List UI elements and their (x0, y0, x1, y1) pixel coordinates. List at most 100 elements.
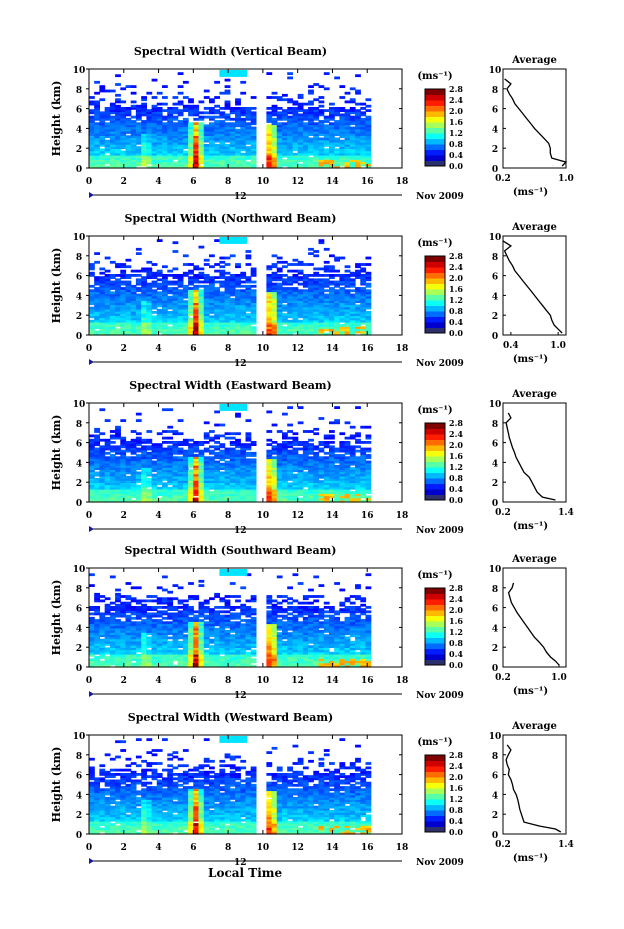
profile-title: Average (511, 721, 557, 732)
x-tick-label: 10 (257, 177, 270, 187)
profile-x-tick-label: 0.2 (495, 840, 511, 850)
x-tick-label: 0 (86, 511, 92, 521)
profile-line (505, 412, 556, 501)
x-tick-label: 14 (326, 511, 339, 521)
x-tick-label: 14 (326, 843, 339, 853)
plot-frame (88, 235, 403, 336)
profile-title: Average (511, 55, 557, 66)
colorbar-frame (424, 88, 446, 167)
profile-line (507, 582, 560, 666)
colorbar-tick-label: 0.4 (449, 816, 463, 826)
colorbar-tick-label: 1.6 (449, 451, 463, 461)
colorbar-unit: (ms⁻¹) (417, 405, 452, 416)
colorbar-tick-label: 2.4 (449, 761, 463, 771)
x-tick-label: 16 (361, 843, 374, 853)
plot-frame (88, 402, 403, 503)
x-tick-label: 8 (225, 344, 231, 354)
profile-y-tick-label: 4 (492, 459, 498, 469)
colorbar-unit: (ms⁻¹) (417, 570, 452, 581)
profile-y-tick-label: 0 (492, 332, 498, 342)
colorbar-tick-label: 1.2 (449, 128, 463, 138)
profile-y-tick-label: 0 (492, 664, 498, 674)
x-tick-label: 12 (291, 177, 304, 187)
colorbar-tick-label: 2.0 (449, 605, 463, 615)
profile-y-tick-label: 2 (492, 312, 498, 322)
y-tick-label: 2 (76, 644, 82, 654)
colorbar-tick-label: 0.4 (449, 649, 463, 659)
y-tick-label: 6 (76, 273, 82, 283)
profile-x-tick-label: 1.0 (558, 174, 574, 184)
profile-y-tick-label: 2 (492, 811, 498, 821)
heatmap (89, 735, 372, 835)
x-tick-label: 6 (190, 344, 196, 354)
profile-line (505, 744, 562, 833)
x-tick-label: 4 (155, 676, 161, 686)
colorbar-unit: (ms⁻¹) (417, 238, 452, 249)
y-tick-label: 6 (76, 440, 82, 450)
day-label: 12 (234, 192, 247, 202)
colorbar-tick-label: 2.8 (449, 251, 463, 261)
day-axis-marker (89, 526, 94, 532)
day-axis-marker (89, 359, 94, 365)
profile-y-tick-label: 8 (492, 86, 498, 96)
date-label: Nov 2009 (416, 858, 464, 868)
x-tick-label: 0 (86, 177, 92, 187)
x-tick-label: 10 (257, 344, 270, 354)
colorbar-tick-label: 1.2 (449, 627, 463, 637)
profile-y-tick-label: 6 (492, 605, 498, 615)
day-label: 12 (234, 691, 247, 701)
x-tick-label: 2 (121, 511, 127, 521)
top-patch (219, 568, 248, 576)
panel-2: Spectral Width (Eastward Beam) Height (km… (50, 379, 574, 536)
x-tick-label: 6 (190, 511, 196, 521)
x-tick-label: 18 (396, 344, 409, 354)
colorbar-tick-label: 0.4 (449, 317, 463, 327)
profile-x-tick-label: 1.0 (551, 673, 567, 683)
panel-title: Spectral Width (Southward Beam) (124, 544, 336, 557)
panel-1: Spectral Width (Northward Beam) Height (k… (50, 212, 567, 369)
colorbar-tick-label: 2.8 (449, 84, 463, 94)
heatmap (89, 403, 372, 503)
colorbar-tick-label: 2.4 (449, 429, 463, 439)
plot-frame (88, 68, 403, 169)
profile-y-tick-label: 6 (492, 106, 498, 116)
colorbar (424, 88, 446, 167)
x-tick-label: 10 (257, 676, 270, 686)
profile-y-tick-label: 8 (492, 253, 498, 263)
x-tick-label: 4 (155, 177, 161, 187)
panel-title: Spectral Width (Northward Beam) (125, 212, 337, 225)
colorbar-tick-label: 0.0 (449, 495, 463, 505)
top-patch (219, 403, 248, 411)
x-tick-label: 16 (361, 344, 374, 354)
colorbar-tick-label: 0.8 (449, 638, 463, 648)
top-patch (219, 236, 248, 244)
colorbar-tick-label: 2.0 (449, 440, 463, 450)
x-tick-label: 14 (326, 344, 339, 354)
profile-y-tick-label: 0 (492, 831, 498, 841)
x-tick-label: 8 (225, 676, 231, 686)
colorbar-tick-label: 1.6 (449, 284, 463, 294)
date-label: Nov 2009 (416, 691, 464, 701)
y-axis-label: Height (km) (50, 81, 63, 157)
x-tick-label: 18 (396, 843, 409, 853)
y-tick-label: 8 (76, 420, 82, 430)
profile-x-label: (ms⁻¹) (513, 853, 548, 864)
colorbar-tick-label: 0.8 (449, 473, 463, 483)
profile-y-tick-label: 8 (492, 585, 498, 595)
y-tick-label: 6 (76, 605, 82, 615)
profile-y-tick-label: 6 (492, 273, 498, 283)
colorbar-tick-label: 0.0 (449, 827, 463, 837)
profile-frame (502, 235, 567, 336)
y-axis-label: Height (km) (50, 580, 63, 656)
x-tick-label: 2 (121, 344, 127, 354)
y-tick-label: 0 (76, 831, 82, 841)
day-axis-marker (89, 691, 94, 697)
colorbar-tick-label: 2.8 (449, 583, 463, 593)
colorbar-tick-label: 2.0 (449, 273, 463, 283)
y-tick-label: 0 (76, 499, 82, 509)
profile-title: Average (511, 222, 557, 233)
y-tick-label: 8 (76, 86, 82, 96)
y-tick-label: 0 (76, 165, 82, 175)
colorbar-tick-label: 2.8 (449, 418, 463, 428)
